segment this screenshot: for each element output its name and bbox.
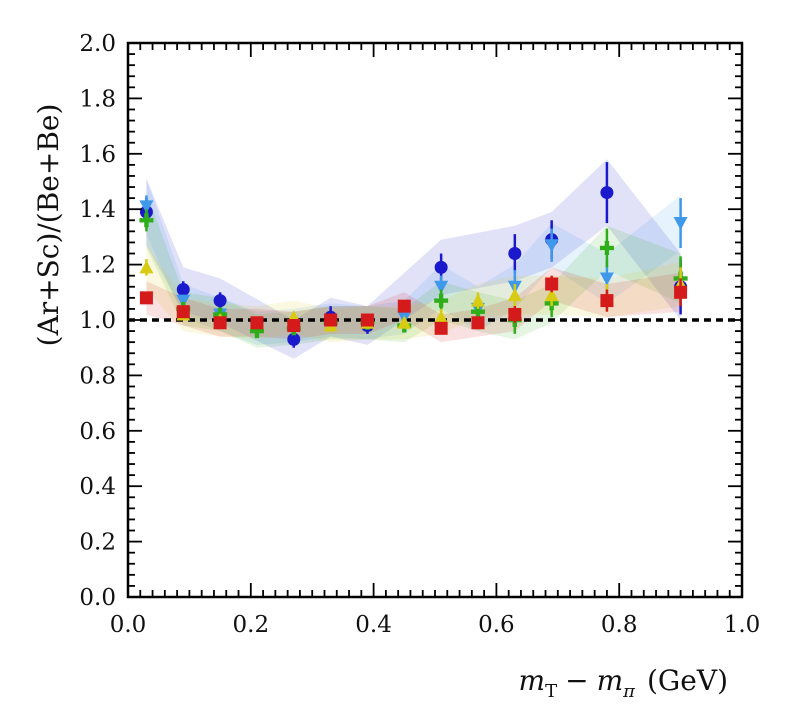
marker-square — [287, 319, 301, 333]
x-tick-label: 0.4 — [355, 612, 392, 638]
marker-square — [139, 291, 153, 305]
data-point — [599, 228, 614, 268]
y-tick-label: 1.4 — [79, 197, 116, 223]
marker-square — [176, 305, 190, 319]
marker-plus-v — [144, 213, 149, 228]
marker-plus-v — [604, 240, 610, 255]
marker-triangle-up — [397, 315, 412, 329]
marker-square — [360, 313, 374, 327]
data-point — [600, 162, 614, 224]
marker-triangle-up — [470, 293, 485, 307]
marker-triangle-down — [176, 294, 191, 308]
marker-plus-v — [254, 324, 260, 339]
y-tick-label: 0.2 — [79, 530, 116, 556]
marker-square — [508, 307, 522, 321]
marker-triangle-down — [544, 239, 559, 253]
marker-square — [397, 299, 411, 313]
data-points — [139, 162, 688, 348]
x-tick-labels: 0.0 0.2 0.4 0.6 0.8 1.0 — [110, 612, 761, 638]
marker-triangle-up — [507, 288, 522, 302]
data-point — [544, 228, 559, 262]
data-point — [176, 305, 190, 319]
data-point — [507, 283, 522, 307]
marker-square — [674, 285, 688, 299]
data-point — [139, 259, 154, 276]
data-point — [600, 289, 614, 312]
marker-triangle-up — [544, 288, 559, 302]
marker-circle — [600, 186, 614, 200]
data-point — [324, 313, 338, 327]
y-tick-label: 1.6 — [79, 142, 116, 168]
data-point — [397, 299, 411, 313]
x-tick-label: 0.2 — [233, 612, 270, 638]
marker-square — [471, 316, 485, 330]
marker-triangle-up — [139, 260, 154, 274]
data-point — [545, 275, 559, 293]
marker-circle — [434, 260, 448, 274]
data-point — [250, 316, 264, 330]
x-tick-label: 0.0 — [110, 612, 147, 638]
data-point — [470, 292, 485, 309]
x-tick-label: 0.8 — [601, 612, 638, 638]
x-tick-label: 0.6 — [478, 612, 515, 638]
data-point — [139, 291, 153, 305]
y-axis-title: (Ar+Sc)/(Be+Be) — [32, 104, 65, 347]
marker-square — [324, 313, 338, 327]
marker-square — [250, 316, 264, 330]
data-point — [434, 289, 449, 312]
data-point — [508, 306, 522, 323]
data-point — [434, 321, 448, 335]
y-tick-label: 1.0 — [79, 308, 116, 334]
marker-circle — [508, 247, 522, 261]
marker-triangle-down — [599, 272, 614, 286]
data-point — [139, 209, 154, 232]
marker-circle — [176, 283, 190, 297]
marker-triangle-up — [434, 310, 449, 324]
marker-circle — [213, 294, 227, 308]
data-point — [471, 316, 485, 330]
data-point — [397, 315, 412, 329]
y-tick-label: 0.8 — [79, 363, 116, 389]
uncertainty-band — [146, 245, 681, 343]
marker-plus-v — [475, 304, 481, 319]
y-tick-label: 0.4 — [79, 474, 116, 500]
y-tick-label: 1.8 — [79, 86, 116, 112]
y-tick-label: 0.0 — [79, 585, 116, 611]
marker-square — [545, 277, 559, 291]
marker-triangle-down — [673, 217, 688, 231]
marker-circle — [287, 332, 301, 346]
marker-square — [600, 294, 614, 308]
x-tick-label: 1.0 — [724, 612, 761, 638]
data-point — [508, 234, 522, 273]
axis-ticks — [127, 42, 743, 598]
data-point — [287, 319, 301, 333]
data-point — [674, 278, 688, 307]
y-tick-label: 2.0 — [79, 31, 116, 57]
marker-plus-v — [438, 293, 444, 308]
data-point — [360, 313, 374, 327]
y-tick-label: 0.6 — [79, 419, 116, 445]
uncertainty-band — [146, 178, 681, 345]
marker-square — [434, 321, 448, 335]
marker-square — [213, 316, 227, 330]
data-point — [673, 198, 688, 248]
uncertainty-band — [146, 192, 681, 348]
data-point — [213, 316, 227, 330]
y-tick-labels: 0.0 0.2 0.4 0.6 0.8 1.0 1.2 1.4 1.6 1.8 2.0 — [79, 31, 116, 611]
y-tick-label: 1.2 — [79, 253, 116, 279]
marker-triangle-down — [139, 200, 154, 214]
marker-triangle-down — [434, 280, 449, 294]
x-axis-title: mT − mπ (GeV) — [519, 664, 728, 702]
data-point — [213, 292, 227, 309]
